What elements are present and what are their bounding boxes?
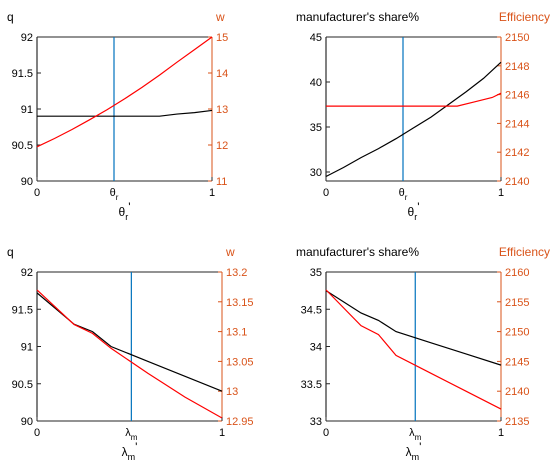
plot-4-left-tick-label: 33 <box>310 416 322 428</box>
plot-4-right-title: Efficiency <box>499 245 550 259</box>
plot-3-left-tick-label: 90.5 <box>12 379 33 391</box>
plot-1-x-tick-label: 0 <box>34 187 40 199</box>
plot-3-left-tick-label: 90 <box>21 416 33 428</box>
plot-4-series-red <box>325 289 502 410</box>
plot-4-x-title: λm' <box>406 440 422 462</box>
plot-2-left-title: manufacturer's share% <box>296 10 419 24</box>
plot-4-left-title: manufacturer's share% <box>296 245 419 259</box>
plot-2-x-tick-label: 0 <box>323 187 329 199</box>
plot-3-x-title: λm' <box>122 440 138 462</box>
plot-2-left-tick-label: 45 <box>310 32 322 44</box>
plot-1-x-tick-label: 1 <box>209 187 215 199</box>
plot-2-left-tick-label: 40 <box>310 77 322 89</box>
plot-2-x-title: θr' <box>408 200 420 222</box>
plot-2-right-tick-label: 2144 <box>505 118 529 130</box>
plot-4-x-tick-label: 0 <box>323 427 329 439</box>
plot-4-left-tick-label: 34 <box>310 342 322 354</box>
plot-2-right-tick-label: 2150 <box>505 32 529 44</box>
plot-3-left-tick-label: 91 <box>21 342 33 354</box>
plot-3-right-title: w <box>225 245 235 259</box>
plot-4-right-tick-label: 2160 <box>505 267 529 279</box>
plot-1-right-tick-label: 15 <box>216 32 228 44</box>
plot-3-right-tick-label: 12.95 <box>226 416 254 428</box>
plot-3-x-tick-label: 1 <box>219 427 225 439</box>
plot-3-series-red <box>36 289 223 419</box>
plot-1-left-title: q <box>7 10 14 24</box>
plot-4-series-black <box>325 290 502 366</box>
plot-1-right-tick-label: 12 <box>216 140 228 152</box>
plot-4-marker-label: λm <box>409 427 422 442</box>
plot-1-right-tick-label: 13 <box>216 104 228 116</box>
plot-2-series-black <box>325 61 502 178</box>
plot-1-right-title: w <box>215 10 225 24</box>
plot-2-right-tick-label: 2140 <box>505 176 529 188</box>
plot-3-left-tick-label: 91.5 <box>12 304 33 316</box>
plot-4-right-tick-label: 2150 <box>505 327 529 339</box>
plot-2-right-tick-label: 2146 <box>505 90 529 102</box>
plot-3-right-tick-label: 13.15 <box>226 297 254 309</box>
plot-2-left-tick-label: 30 <box>310 167 322 179</box>
plot-4-right-tick-label: 2145 <box>505 356 529 368</box>
plot-4-left-tick-label: 35 <box>310 267 322 279</box>
plot-1-left-tick-label: 91 <box>21 104 33 116</box>
plot-1-left-tick-label: 92 <box>21 32 33 44</box>
plot-1-left-tick-label: 90 <box>21 176 33 188</box>
plot-3-right-tick-label: 13.1 <box>226 327 247 339</box>
plot-3-marker-label: λm <box>125 427 138 442</box>
plot-2-right-tick-label: 2148 <box>505 61 529 73</box>
plot-4-right-tick-label: 2140 <box>505 386 529 398</box>
plot-2-marker-label: θr <box>399 187 408 202</box>
plot-4-right-tick-label: 2155 <box>505 297 529 309</box>
plot-3-left-title: q <box>7 245 14 259</box>
plot-2-left-tick-label: 35 <box>310 122 322 134</box>
plot-4-right-tick-label: 2135 <box>505 416 529 428</box>
plot-2-right-tick-label: 2142 <box>505 147 529 159</box>
plot-1-left-tick-label: 91.5 <box>12 68 33 80</box>
plot-1-x-title: θr' <box>119 200 131 222</box>
plot-3-series-black <box>36 292 223 392</box>
plot-1-series-red <box>36 36 213 148</box>
plot-2-right-title: Efficiency <box>499 10 550 24</box>
plot-3-x-tick-label: 0 <box>34 427 40 439</box>
plot-2-series-red <box>326 92 502 107</box>
plot-1-right-tick-label: 14 <box>216 68 228 80</box>
plot-4-x-tick-label: 1 <box>498 427 504 439</box>
plot-3-right-tick-label: 13.05 <box>226 356 254 368</box>
plot-1-marker-label: θr <box>110 187 119 202</box>
plot-3-left-tick-label: 92 <box>21 267 33 279</box>
plot-1-left-tick-label: 90.5 <box>12 140 33 152</box>
plot-4-left-tick-label: 33.5 <box>301 379 322 391</box>
plot-4-left-tick-label: 34.5 <box>301 304 322 316</box>
plot-3-right-tick-label: 13 <box>226 386 238 398</box>
plot-2-x-tick-label: 1 <box>498 187 504 199</box>
plot-1-right-tick-label: 11 <box>216 176 227 188</box>
plot-1-series-black <box>37 109 213 117</box>
plot-3-right-tick-label: 13.2 <box>226 267 247 279</box>
